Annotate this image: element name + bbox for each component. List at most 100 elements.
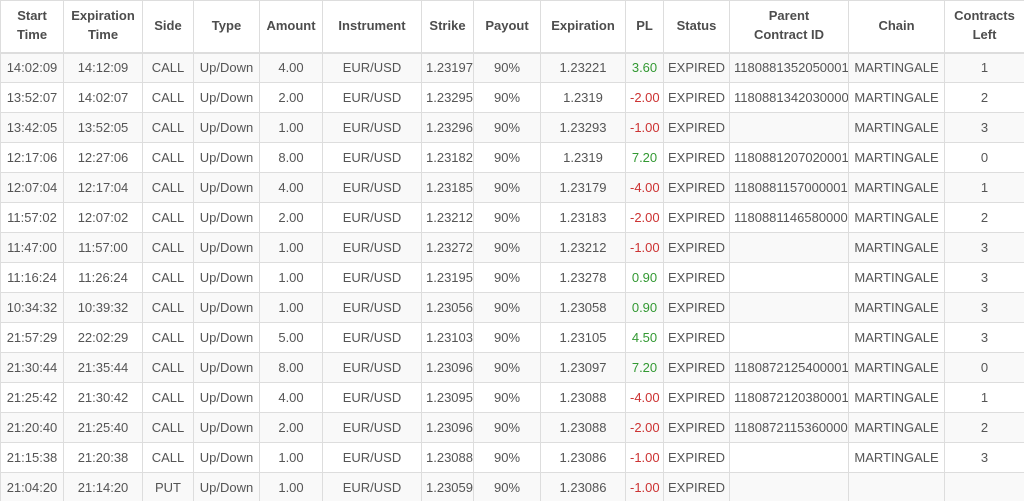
cell-start_time: 21:04:20 (0, 472, 64, 501)
cell-parent_contract_id: 1180872120380001 (729, 382, 849, 413)
cell-instrument: EUR/USD (322, 52, 422, 83)
cell-chain: MARTINGALE (848, 262, 945, 293)
cell-expiration_time: 11:57:00 (63, 232, 143, 263)
cell-start_time: 21:30:44 (0, 352, 64, 383)
cell-expiration: 1.23058 (540, 292, 626, 323)
cell-parent_contract_id (729, 322, 849, 353)
cell-status: EXPIRED (663, 82, 730, 113)
cell-side: CALL (142, 172, 194, 203)
cell-expiration_time: 22:02:29 (63, 322, 143, 353)
cell-amount: 1.00 (259, 262, 323, 293)
cell-expiration: 1.23097 (540, 352, 626, 383)
cell-contracts_left: 3 (944, 232, 1024, 263)
table-row: 10:34:32 10:39:32 CALL Up/Down 1.00 EUR/USD 1.… (0, 292, 1024, 323)
cell-start_time: 14:02:09 (0, 52, 64, 83)
cell-payout: 90% (473, 412, 541, 443)
cell-strike: 1.23182 (421, 142, 474, 173)
cell-strike: 1.23212 (421, 202, 474, 233)
cell-start_time: 21:15:38 (0, 442, 64, 473)
table-row: 21:57:29 22:02:29 CALL Up/Down 5.00 EUR/USD 1.… (0, 322, 1024, 353)
table-row: 14:02:09 14:12:09 CALL Up/Down 4.00 EUR/USD 1.… (0, 52, 1024, 83)
cell-payout: 90% (473, 382, 541, 413)
cell-expiration_time: 13:52:05 (63, 112, 143, 143)
cell-payout: 90% (473, 472, 541, 501)
cell-type: Up/Down (193, 262, 260, 293)
column-header-instrument: Instrument (322, 0, 422, 54)
cell-start_time: 12:07:04 (0, 172, 64, 203)
cell-instrument: EUR/USD (322, 232, 422, 263)
cell-side: CALL (142, 202, 194, 233)
cell-pl: 0.90 (625, 262, 664, 293)
cell-strike: 1.23195 (421, 262, 474, 293)
cell-start_time: 13:52:07 (0, 82, 64, 113)
cell-side: CALL (142, 292, 194, 323)
cell-side: CALL (142, 382, 194, 413)
cell-parent_contract_id: 1180881157000001 (729, 172, 849, 203)
cell-side: CALL (142, 112, 194, 143)
cell-start_time: 21:57:29 (0, 322, 64, 353)
cell-status: EXPIRED (663, 202, 730, 233)
cell-expiration: 1.23086 (540, 442, 626, 473)
cell-expiration: 1.23183 (540, 202, 626, 233)
cell-chain: MARTINGALE (848, 382, 945, 413)
table-row: 21:25:42 21:30:42 CALL Up/Down 4.00 EUR/USD 1.… (0, 382, 1024, 413)
column-header-start_time: Start Time (0, 0, 64, 54)
trade-history-body: 14:02:09 14:12:09 CALL Up/Down 4.00 EUR/USD 1.… (0, 52, 1024, 501)
cell-expiration_time: 21:25:40 (63, 412, 143, 443)
table-row: 13:52:07 14:02:07 CALL Up/Down 2.00 EUR/USD 1.… (0, 82, 1024, 113)
cell-instrument: EUR/USD (322, 382, 422, 413)
cell-status: EXPIRED (663, 112, 730, 143)
cell-pl: -1.00 (625, 442, 664, 473)
cell-payout: 90% (473, 142, 541, 173)
cell-expiration: 1.23088 (540, 412, 626, 443)
cell-type: Up/Down (193, 442, 260, 473)
cell-instrument: EUR/USD (322, 82, 422, 113)
column-header-type: Type (193, 0, 260, 54)
cell-parent_contract_id (729, 232, 849, 263)
cell-chain: MARTINGALE (848, 52, 945, 83)
cell-strike: 1.23096 (421, 412, 474, 443)
table-row: 21:15:38 21:20:38 CALL Up/Down 1.00 EUR/USD 1.… (0, 442, 1024, 473)
cell-type: Up/Down (193, 292, 260, 323)
cell-side: CALL (142, 142, 194, 173)
cell-expiration: 1.23293 (540, 112, 626, 143)
cell-expiration_time: 21:35:44 (63, 352, 143, 383)
cell-pl: -2.00 (625, 412, 664, 443)
cell-side: CALL (142, 442, 194, 473)
cell-chain: MARTINGALE (848, 82, 945, 113)
cell-strike: 1.23197 (421, 52, 474, 83)
column-header-side: Side (142, 0, 194, 54)
cell-payout: 90% (473, 112, 541, 143)
cell-type: Up/Down (193, 322, 260, 353)
cell-status: EXPIRED (663, 262, 730, 293)
cell-amount: 2.00 (259, 412, 323, 443)
cell-expiration_time: 10:39:32 (63, 292, 143, 323)
cell-contracts_left: 0 (944, 352, 1024, 383)
cell-expiration: 1.23105 (540, 322, 626, 353)
cell-amount: 4.00 (259, 52, 323, 83)
cell-parent_contract_id (729, 262, 849, 293)
cell-amount: 8.00 (259, 352, 323, 383)
table-row: 11:16:24 11:26:24 CALL Up/Down 1.00 EUR/USD 1.… (0, 262, 1024, 293)
table-row: 11:47:00 11:57:00 CALL Up/Down 1.00 EUR/USD 1.… (0, 232, 1024, 263)
cell-expiration_time: 11:26:24 (63, 262, 143, 293)
cell-start_time: 10:34:32 (0, 292, 64, 323)
cell-expiration_time: 12:27:06 (63, 142, 143, 173)
cell-type: Up/Down (193, 352, 260, 383)
cell-strike: 1.23185 (421, 172, 474, 203)
cell-status: EXPIRED (663, 232, 730, 263)
cell-payout: 90% (473, 352, 541, 383)
cell-strike: 1.23272 (421, 232, 474, 263)
column-header-pl: PL (625, 0, 664, 54)
cell-payout: 90% (473, 292, 541, 323)
table-row: 12:07:04 12:17:04 CALL Up/Down 4.00 EUR/USD 1.… (0, 172, 1024, 203)
cell-expiration: 1.23212 (540, 232, 626, 263)
cell-status: EXPIRED (663, 292, 730, 323)
cell-contracts_left: 3 (944, 262, 1024, 293)
cell-type: Up/Down (193, 472, 260, 501)
cell-status: EXPIRED (663, 412, 730, 443)
cell-parent_contract_id (729, 292, 849, 323)
cell-amount: 2.00 (259, 82, 323, 113)
cell-start_time: 13:42:05 (0, 112, 64, 143)
